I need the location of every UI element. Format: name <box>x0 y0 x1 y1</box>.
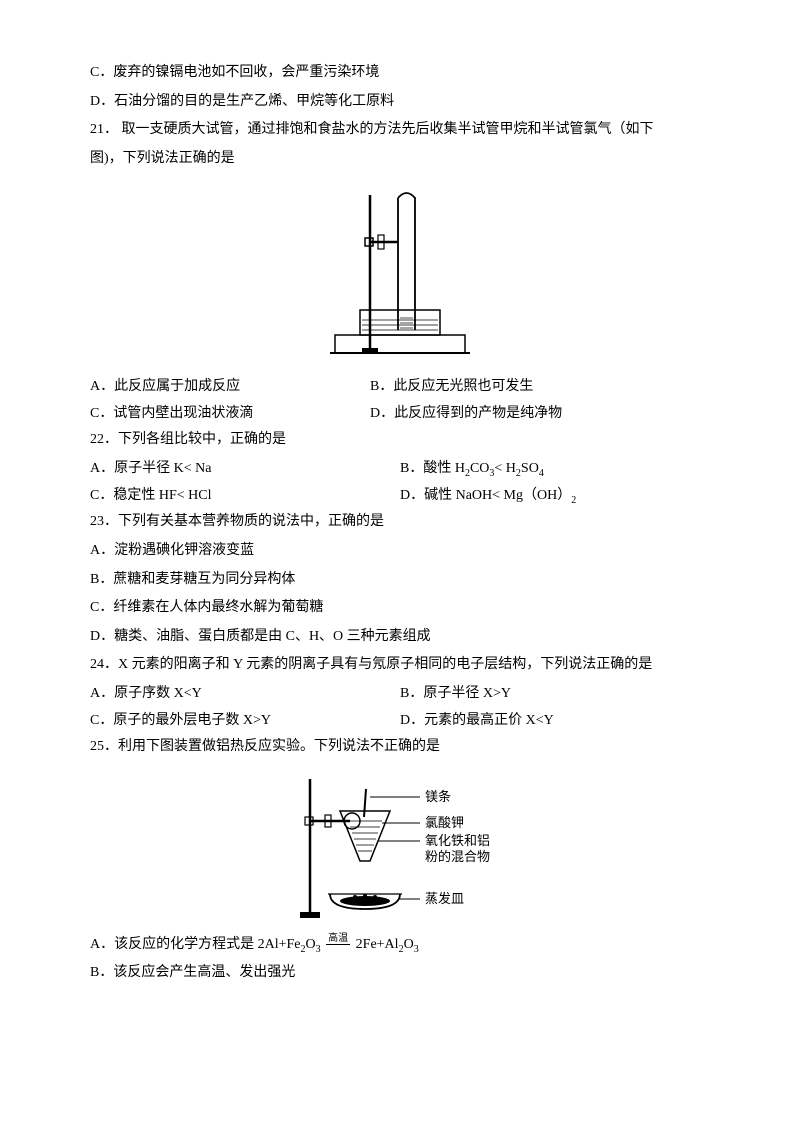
q22-b: B．酸性 H2CO3< H2SO4 <box>400 456 544 483</box>
option-c: C．废弃的镍镉电池如不回收，会严重污染环境 <box>90 60 710 87</box>
q22-row1: A．原子半径 K< Na B．酸性 H2CO3< H2SO4 <box>90 456 710 483</box>
q23-c: C．纤维素在人体内最终水解为葡萄糖 <box>90 595 710 622</box>
q21-b: B．此反应无光照也可发生 <box>370 374 533 401</box>
q21-row2: C．试管内壁出现油状液滴 D．此反应得到的产物是纯净物 <box>90 401 710 428</box>
q22-c: C．稳定性 HF< HCl <box>90 483 400 510</box>
q25-b: B．该反应会产生高温、发出强光 <box>90 960 710 987</box>
option-d: D．石油分馏的目的是生产乙烯、甲烷等化工原料 <box>90 89 710 116</box>
label-kclo3: 氯酸钾 <box>425 815 464 830</box>
label-mix2: 粉的混合物 <box>425 849 490 864</box>
q21-stem2: 图)，下列说法正确的是 <box>90 146 710 173</box>
q23-a: A．淀粉遇碘化钾溶液变蓝 <box>90 538 710 565</box>
q21-figure <box>90 180 710 366</box>
q24-row1: A．原子序数 X<Y B．原子半径 X>Y <box>90 681 710 708</box>
q24-c: C．原子的最外层电子数 X>Y <box>90 708 400 735</box>
label-mix1: 氧化铁和铝 <box>425 833 490 848</box>
q24-a: A．原子序数 X<Y <box>90 681 400 708</box>
q24-d: D．元素的最高正价 X<Y <box>400 708 554 735</box>
q24-b: B．原子半径 X>Y <box>400 681 511 708</box>
q22-stem: 22．下列各组比较中，正确的是 <box>90 427 710 454</box>
label-dish: 蒸发皿 <box>425 891 464 906</box>
q22-row2: C．稳定性 HF< HCl D．碱性 NaOH< Mg（OH）2 <box>90 483 710 510</box>
q21-stem1: 21． 取一支硬质大试管，通过排饱和食盐水的方法先后收集半试管甲烷和半试管氯气（… <box>90 117 710 144</box>
q25-a: A．该反应的化学方程式是 2Al+Fe2O3 高温 2Fe+Al2O3 <box>90 932 710 959</box>
q22-a: A．原子半径 K< Na <box>90 456 400 483</box>
q23-d: D．糖类、油脂、蛋白质都是由 C、H、O 三种元素组成 <box>90 624 710 651</box>
q21-a: A．此反应属于加成反应 <box>90 374 370 401</box>
q22-d: D．碱性 NaOH< Mg（OH）2 <box>400 483 576 510</box>
q24-stem: 24．X 元素的阳离子和 Y 元素的阴离子具有与氖原子相同的电子层结构，下列说法… <box>90 652 710 679</box>
q21-row1: A．此反应属于加成反应 B．此反应无光照也可发生 <box>90 374 710 401</box>
q25-stem: 25．利用下图装置做铝热反应实验。下列说法不正确的是 <box>90 734 710 761</box>
label-mg: 镁条 <box>425 789 451 804</box>
q21-c: C．试管内壁出现油状液滴 <box>90 401 370 428</box>
q23-b: B．蔗糖和麦芽糖互为同分异构体 <box>90 567 710 594</box>
q23-stem: 23．下列有关基本营养物质的说法中，正确的是 <box>90 509 710 536</box>
q24-row2: C．原子的最外层电子数 X>Y D．元素的最高正价 X<Y <box>90 708 710 735</box>
q25-figure: 镁条 氯酸钾 氧化铁和铝 粉的混合物 蒸发皿 <box>90 769 710 924</box>
q21-d: D．此反应得到的产物是纯净物 <box>370 401 562 428</box>
